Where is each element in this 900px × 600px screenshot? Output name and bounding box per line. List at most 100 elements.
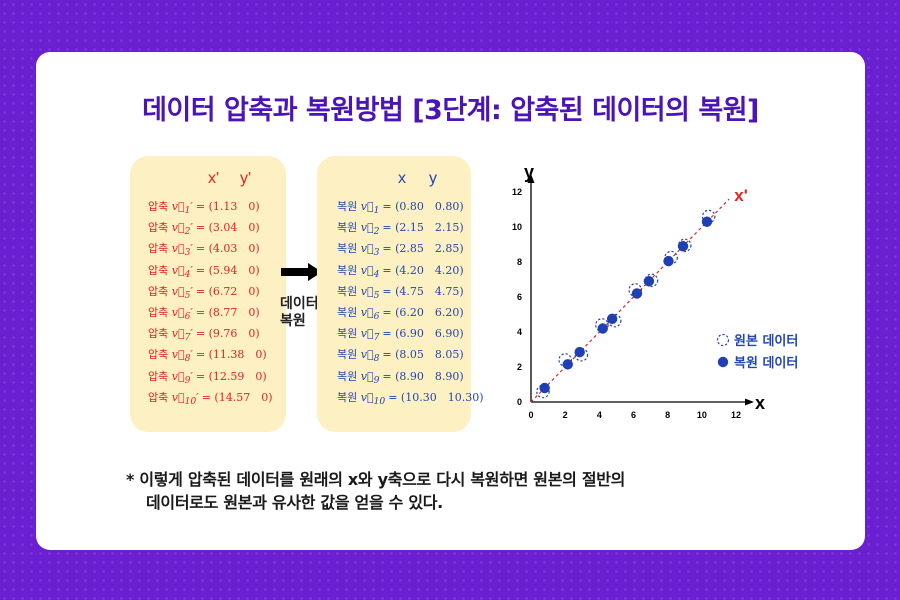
data-row: 복원 v⃗2 = (2.15 2.15) — [317, 217, 471, 238]
vector-value: = (6.20 6.20) — [382, 305, 464, 319]
restored-point — [643, 276, 655, 287]
vector-index: 10 — [184, 395, 197, 407]
row-label: 복원 — [337, 305, 358, 319]
y-axis-arrow — [527, 174, 535, 183]
data-row: 압축 v⃗3′ = (4.03 0) — [130, 238, 286, 259]
row-label: 압축 — [148, 348, 169, 362]
data-row: 압축 v⃗6′ = (8.77 0) — [130, 302, 286, 323]
compressed-rows: 압축 v⃗1′ = (1.13 0) 압축 v⃗2′ = (3.04 0) 압축 v⃗3… — [130, 196, 286, 408]
x-tick-label: 4 — [597, 410, 602, 420]
vector-index: 6 — [184, 311, 191, 323]
row-label: 복원 — [337, 263, 358, 277]
vector-value: = (12.59 0) — [195, 369, 267, 383]
vector-symbol: v⃗8′ — [168, 348, 193, 365]
restore-label-line2: 복원 — [280, 313, 306, 329]
data-row: 압축 v⃗8′ = (11.38 0) — [130, 344, 286, 365]
y-tick-label: 4 — [517, 327, 522, 337]
vector-value: = (4.20 4.20) — [382, 263, 464, 277]
vector-value: = (8.05 8.05) — [382, 348, 464, 362]
restore-label-line1: 데이터 — [280, 296, 319, 312]
legend-original-marker — [716, 333, 730, 347]
row-label: 압축 — [148, 327, 169, 341]
vector-index: 9 — [184, 374, 191, 386]
y-tick-label: 6 — [517, 292, 522, 302]
header-x: x — [398, 170, 406, 187]
x-tick-label: 2 — [563, 410, 568, 420]
data-row: 압축 v⃗2′ = (3.04 0) — [130, 217, 286, 238]
x-tick-label: 12 — [731, 410, 741, 420]
page-title: 데이터 압축과 복원방법 [3단계: 압축된 데이터의 복원] — [142, 95, 759, 126]
vector-symbol: v⃗6 — [357, 305, 380, 323]
vector-index: 5 — [373, 289, 380, 301]
vector-value: = (4.75 4.75) — [382, 284, 464, 298]
row-label: 압축 — [148, 263, 169, 277]
x-tick-label: 10 — [697, 410, 707, 420]
restored-rows: 복원 v⃗1 = (0.80 0.80) 복원 v⃗2 = (2.15 2.15) 복원… — [317, 196, 484, 408]
restored-point — [606, 313, 618, 325]
row-label: 복원 — [337, 348, 358, 362]
vector-symbol: v⃗1′ — [168, 200, 193, 217]
vector-symbol: v⃗8 — [357, 348, 380, 365]
x-axis-arrow — [745, 398, 754, 406]
vector-value: = (4.03 0) — [195, 242, 260, 256]
restored-point — [562, 359, 573, 370]
header-y-prime: y' — [240, 170, 252, 187]
restored-point — [701, 216, 713, 227]
vector-value: = (9.76 0) — [195, 327, 260, 341]
vector-symbol: v⃗4′ — [168, 263, 193, 280]
data-row: 복원 v⃗5 = (4.75 4.75) — [317, 281, 471, 302]
vector-value: = (3.04 0) — [195, 221, 260, 235]
legend-restored-label: 복원 데이터 — [734, 355, 798, 371]
row-label: 복원 — [337, 200, 358, 213]
vector-value: = (1.13 0) — [195, 200, 260, 213]
vector-index: 8 — [184, 353, 191, 365]
vector-symbol: v⃗4 — [357, 263, 380, 280]
data-row: 압축 v⃗9′ = (12.59 0) — [130, 366, 286, 387]
restored-point — [631, 288, 643, 299]
vector-index: 1 — [184, 205, 191, 217]
vector-symbol: v⃗10 — [357, 390, 386, 407]
data-row: 압축 v⃗10′ = (14.57 0) — [130, 387, 286, 408]
projection-line-label: x' — [734, 186, 748, 205]
row-label: 복원 — [337, 327, 358, 341]
vector-value: = (2.15 2.15) — [382, 221, 464, 235]
vector-symbol: v⃗10′ — [168, 390, 199, 407]
x-axis-label: x — [755, 393, 765, 413]
legend-original-label: 원본 데이터 — [734, 333, 798, 349]
data-row: 복원 v⃗4 = (4.20 4.20) — [317, 260, 471, 281]
data-row: 압축 v⃗7′ = (9.76 0) — [130, 323, 286, 344]
y-tick-label: 10 — [512, 222, 522, 232]
vector-index: 9 — [373, 374, 380, 386]
row-label: 복원 — [337, 284, 358, 298]
vector-symbol: v⃗3 — [357, 242, 380, 259]
footnote: * 이렇게 압축된 데이터를 원래의 x와 y축으로 다시 복원하면 원본의 절… — [126, 468, 625, 514]
vector-index: 4 — [184, 268, 191, 280]
vector-index: 4 — [373, 268, 380, 280]
vector-value: = (2.85 2.85) — [382, 242, 464, 256]
vector-symbol: v⃗6′ — [168, 305, 193, 323]
row-label: 복원 — [337, 390, 358, 404]
compressed-data-panel: x' y' 압축 v⃗1′ = (1.13 0) 압축 v⃗2′ = (3.04 0)… — [130, 156, 286, 432]
data-row: 복원 v⃗10 = (10.30 10.30) — [317, 387, 484, 408]
vector-index: 6 — [373, 311, 380, 323]
projection-line — [530, 198, 730, 403]
data-row: 복원 v⃗6 = (6.20 6.20) — [317, 302, 471, 323]
y-axis-label: y — [524, 162, 534, 182]
data-row: 복원 v⃗1 = (0.80 0.80) — [317, 196, 471, 217]
data-row: 복원 v⃗7 = (6.90 6.90) — [317, 323, 471, 344]
vector-index: 7 — [373, 332, 380, 344]
vector-index: 7 — [184, 332, 191, 344]
vector-symbol: v⃗7′ — [168, 327, 193, 344]
row-label: 압축 — [148, 221, 169, 235]
header-x-prime: x' — [208, 170, 220, 187]
row-label: 복원 — [337, 221, 358, 235]
vector-index: 8 — [373, 353, 380, 365]
vector-value: = (14.57 0) — [201, 390, 273, 404]
vector-symbol: v⃗9′ — [168, 369, 193, 386]
vector-value: = (0.80 0.80) — [382, 200, 464, 213]
vector-index: 3 — [184, 247, 191, 259]
data-row: 복원 v⃗9 = (8.90 8.90) — [317, 366, 471, 387]
vector-index: 2 — [184, 226, 191, 238]
vector-symbol: v⃗5′ — [168, 284, 193, 301]
